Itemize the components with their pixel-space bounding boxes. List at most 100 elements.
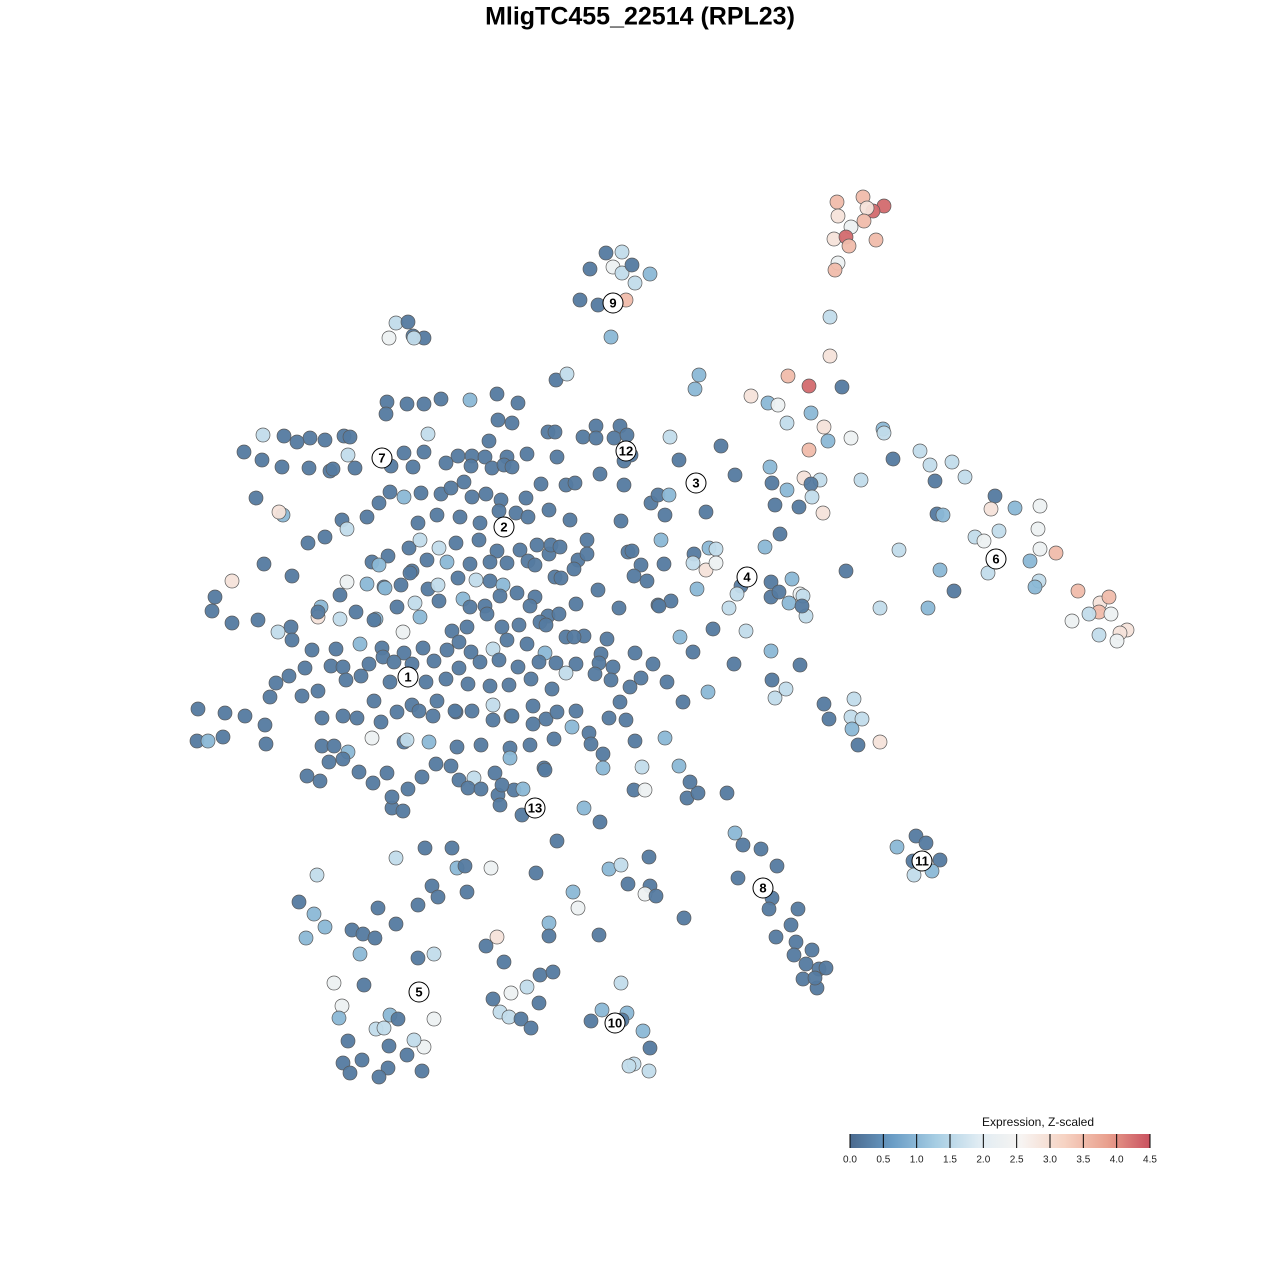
cell-point — [708, 541, 724, 557]
cluster-label: 7 — [378, 450, 385, 465]
cell-point — [421, 734, 437, 750]
cell-point — [637, 782, 653, 798]
cell-point — [816, 419, 832, 435]
cell-point — [804, 489, 820, 505]
cell-point — [379, 765, 395, 781]
points-layer — [189, 189, 1135, 1085]
cell-point — [611, 600, 627, 616]
cell-point — [444, 840, 460, 856]
cell-point — [332, 587, 348, 603]
cell-point — [340, 447, 356, 463]
cell-point — [583, 1013, 599, 1029]
cell-point — [321, 754, 337, 770]
cell-point — [485, 697, 501, 713]
cell-point — [529, 537, 545, 553]
cell-point — [482, 678, 498, 694]
cell-point — [477, 449, 493, 465]
cell-point — [317, 529, 333, 545]
cell-point — [300, 535, 316, 551]
cluster-label: 12 — [619, 443, 633, 458]
cluster-label-badge — [408, 981, 430, 1003]
cluster-label: 8 — [759, 880, 766, 895]
cell-point — [419, 552, 435, 568]
cell-point — [651, 598, 667, 614]
cell-point — [340, 1033, 356, 1049]
cluster-label-badge — [736, 566, 758, 588]
cell-point — [414, 1063, 430, 1079]
cell-point — [382, 674, 398, 690]
cell-point — [396, 489, 412, 505]
cell-point — [428, 756, 444, 772]
cell-point — [834, 379, 850, 395]
cell-point — [872, 600, 888, 616]
cell-point — [538, 617, 554, 633]
cell-point — [501, 677, 517, 693]
cell-point — [451, 660, 467, 676]
cell-point — [614, 244, 630, 260]
cell-point — [310, 683, 326, 699]
cell-point — [568, 656, 584, 672]
cell-point — [648, 888, 664, 904]
cell-point — [616, 477, 632, 493]
cell-point — [492, 797, 508, 813]
cluster-label: 6 — [992, 551, 999, 566]
cell-point — [456, 474, 472, 490]
cell-point — [549, 704, 565, 720]
cell-point — [291, 894, 307, 910]
cell-point — [719, 785, 735, 801]
cell-point — [298, 930, 314, 946]
cell-point — [541, 928, 557, 944]
colorbar-tick-label: 3.5 — [1076, 1155, 1090, 1166]
cell-point — [671, 758, 687, 774]
cluster-label: 3 — [692, 475, 699, 490]
cell-point — [377, 580, 393, 596]
cell-point — [348, 604, 364, 620]
cell-point — [794, 598, 810, 614]
cell-point — [410, 897, 426, 913]
cell-point — [826, 231, 842, 247]
cell-point — [575, 429, 591, 445]
cell-point — [390, 1011, 406, 1027]
cell-point — [579, 532, 595, 548]
cell-point — [792, 657, 808, 673]
cell-point — [767, 497, 783, 513]
cell-point — [414, 769, 430, 785]
cell-point — [932, 562, 948, 578]
cell-point — [565, 884, 581, 900]
cell-point — [807, 970, 823, 986]
cell-point — [700, 684, 716, 700]
cell-point — [224, 615, 240, 631]
cell-point — [790, 901, 806, 917]
colorbar-gradient — [850, 1134, 1150, 1148]
cell-point — [523, 1020, 539, 1036]
cell-point — [190, 701, 206, 717]
cell-point — [449, 739, 465, 755]
cell-point — [690, 785, 706, 801]
cell-point — [768, 929, 784, 945]
colorbar-tick-label: 3.0 — [1043, 1155, 1057, 1166]
cell-point — [399, 732, 415, 748]
cell-point — [492, 588, 508, 604]
cell-point — [532, 967, 548, 983]
cell-point — [980, 565, 996, 581]
cell-point — [270, 624, 286, 640]
cell-point — [626, 568, 642, 584]
cell-point — [294, 688, 310, 704]
cell-point — [450, 570, 466, 586]
cell-point — [1048, 545, 1064, 561]
cell-point — [612, 694, 628, 710]
cell-point — [364, 730, 380, 746]
cell-point — [763, 643, 779, 659]
cell-point — [657, 730, 673, 746]
cell-point — [309, 867, 325, 883]
cell-point — [433, 391, 449, 407]
cell-point — [564, 719, 580, 735]
cell-point — [935, 507, 951, 523]
cell-point — [457, 858, 473, 874]
cell-point — [262, 689, 278, 705]
cell-point — [551, 606, 567, 622]
cell-point — [620, 876, 636, 892]
cell-point — [566, 561, 582, 577]
cell-point — [335, 1055, 351, 1071]
cell-point — [365, 775, 381, 791]
